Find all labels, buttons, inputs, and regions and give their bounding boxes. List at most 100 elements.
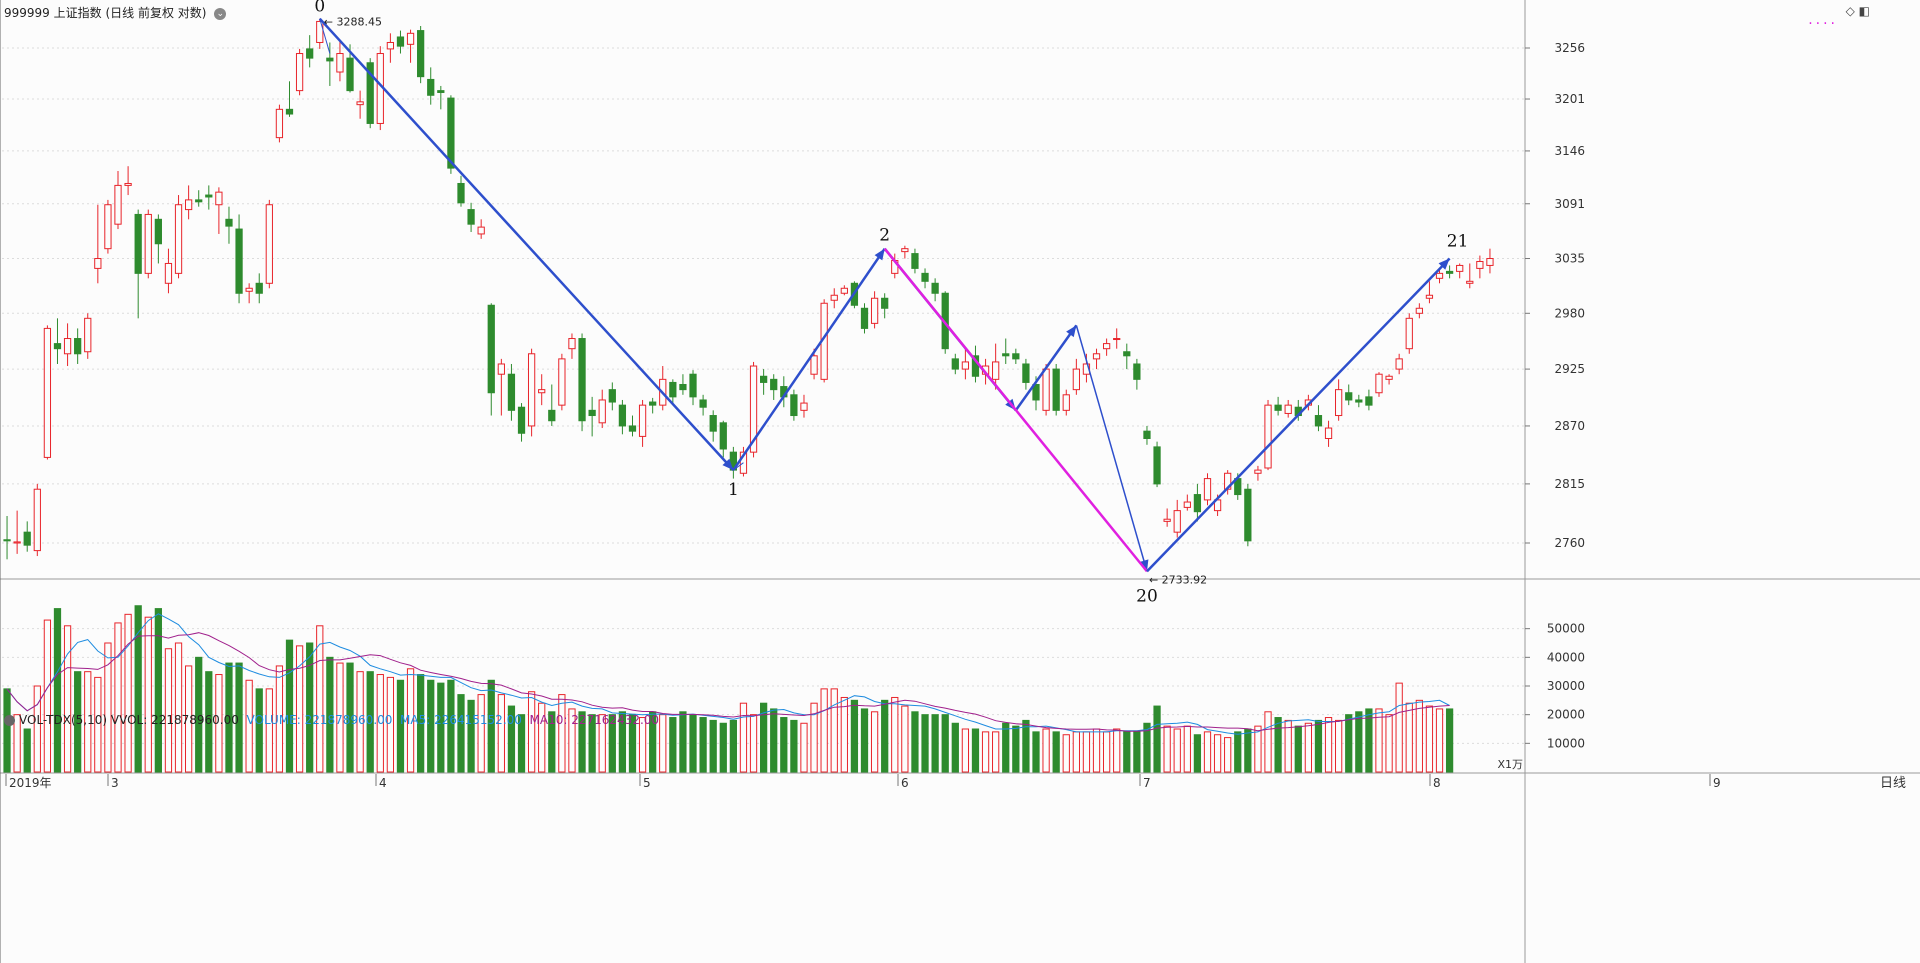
wave-label-0: 0: [314, 0, 325, 17]
candle-body: [1062, 394, 1070, 411]
volume-bar: [1082, 731, 1091, 773]
volume-bar: [396, 679, 405, 773]
volume-bar: [830, 688, 838, 773]
candle-body: [638, 404, 647, 437]
candle-body: [265, 204, 273, 284]
volume-bar: [568, 708, 576, 773]
candle-body: [184, 199, 193, 211]
candle-body: [961, 361, 970, 370]
moving-average-lines: [6, 613, 1450, 735]
candle-body: [447, 97, 455, 169]
settings-circle-icon[interactable]: ⌄: [214, 7, 227, 20]
volume-bar: [366, 671, 374, 773]
diamond-icon[interactable]: ◇: [1845, 4, 1855, 18]
volume-bar: [195, 656, 203, 773]
candle-body: [790, 394, 798, 417]
candle-body: [1102, 343, 1111, 350]
candle-body: [669, 381, 677, 398]
volume-bar: [507, 705, 516, 773]
volume-bar: [1314, 719, 1323, 773]
candle-body: [1173, 510, 1181, 533]
candle-body: [527, 353, 536, 427]
top-right-icons: ◇ ◧: [1846, 4, 1870, 18]
volume-bar: [427, 679, 435, 773]
high-price-label: ← 3288.45: [324, 16, 382, 29]
candle-body: [548, 409, 556, 422]
volume-bar: [124, 613, 132, 773]
volume-bar: [265, 688, 273, 773]
price-axis: 3256 3201 3146 3091 3035 2980 2925 2870 2815 2760: [1525, 41, 1585, 550]
candle-body: [124, 182, 132, 186]
wave-arrow: [1139, 559, 1149, 572]
candle-body: [770, 378, 778, 391]
date-tick-label: 8: [1433, 776, 1441, 790]
volume-bar: [951, 722, 959, 773]
candle-body: [53, 343, 62, 350]
price-tick-label: 3256: [1554, 41, 1585, 55]
wave-lines: 0 1 2 20 21 ← 3288.45 ← 2733.92: [314, 0, 1468, 606]
volume-bar: [790, 719, 798, 773]
volume-bar: [1163, 725, 1171, 773]
candle-body: [84, 317, 92, 353]
volume-bar: [669, 717, 677, 773]
volume-bar: [33, 685, 41, 773]
volume-bar: [245, 679, 253, 773]
candle-body: [911, 253, 919, 269]
volume-bar: [1102, 731, 1111, 773]
candle-body: [538, 389, 546, 394]
chart-mode: (日线 前复权 对数): [105, 6, 207, 20]
volume-bar: [144, 616, 152, 773]
volume-bar: [53, 608, 62, 773]
period-label: 日线: [1880, 776, 1906, 791]
volume-bar: [437, 682, 445, 773]
volume-bar: [981, 731, 990, 773]
candle-body: [1405, 317, 1413, 350]
volume-bar: [1113, 728, 1121, 773]
volume-bar: [1445, 708, 1454, 773]
candle-body: [810, 355, 818, 375]
candle-body: [931, 282, 939, 294]
volume-bar: [104, 642, 112, 773]
candle-body: [33, 488, 41, 552]
volume-bar: [1385, 714, 1393, 773]
candle-body: [1012, 353, 1020, 360]
candle-body: [951, 358, 959, 370]
candle-body: [154, 218, 162, 245]
price-tick-label: 3146: [1554, 144, 1585, 158]
candle-body: [608, 389, 616, 403]
volume-bar: [739, 702, 748, 773]
candle-body: [1052, 368, 1060, 411]
indicator-name: VOL-TDX(5,10): [19, 713, 108, 727]
volume-bar: [285, 639, 294, 773]
volume-bar: [326, 656, 334, 773]
candle-body: [628, 425, 637, 432]
volume-tick-label: 20000: [1547, 708, 1585, 722]
candle-body: [679, 383, 687, 391]
candle-body: [13, 541, 21, 544]
volume-bar: [215, 674, 223, 773]
candle-body: [507, 373, 516, 411]
candle-body: [578, 338, 586, 422]
volume-bar: [1294, 725, 1302, 773]
indicator-menu-icon[interactable]: [4, 715, 15, 726]
volume-ma10-line: [6, 632, 1450, 732]
wave-arrow: [722, 458, 734, 471]
candle-body: [174, 204, 183, 274]
volume-bar: [1133, 731, 1141, 773]
volume-bar: [457, 694, 465, 773]
panel-toggle-icon[interactable]: ◧: [1858, 4, 1870, 18]
volume-bar: [1153, 705, 1161, 773]
candle-body: [205, 194, 213, 198]
volume-bar: [114, 622, 122, 773]
candle-body: [1355, 399, 1363, 403]
candle-body: [1375, 373, 1383, 394]
candle-body: [1092, 353, 1101, 360]
volume-tick-label: 40000: [1547, 650, 1585, 664]
candle-body: [295, 53, 304, 92]
volume-bar: [870, 711, 879, 773]
volume-bar: [1304, 722, 1313, 773]
volume-bar: [295, 645, 304, 773]
candle-body: [1203, 478, 1212, 501]
wave-arrow: [1066, 325, 1077, 338]
candle-body: [164, 262, 173, 284]
